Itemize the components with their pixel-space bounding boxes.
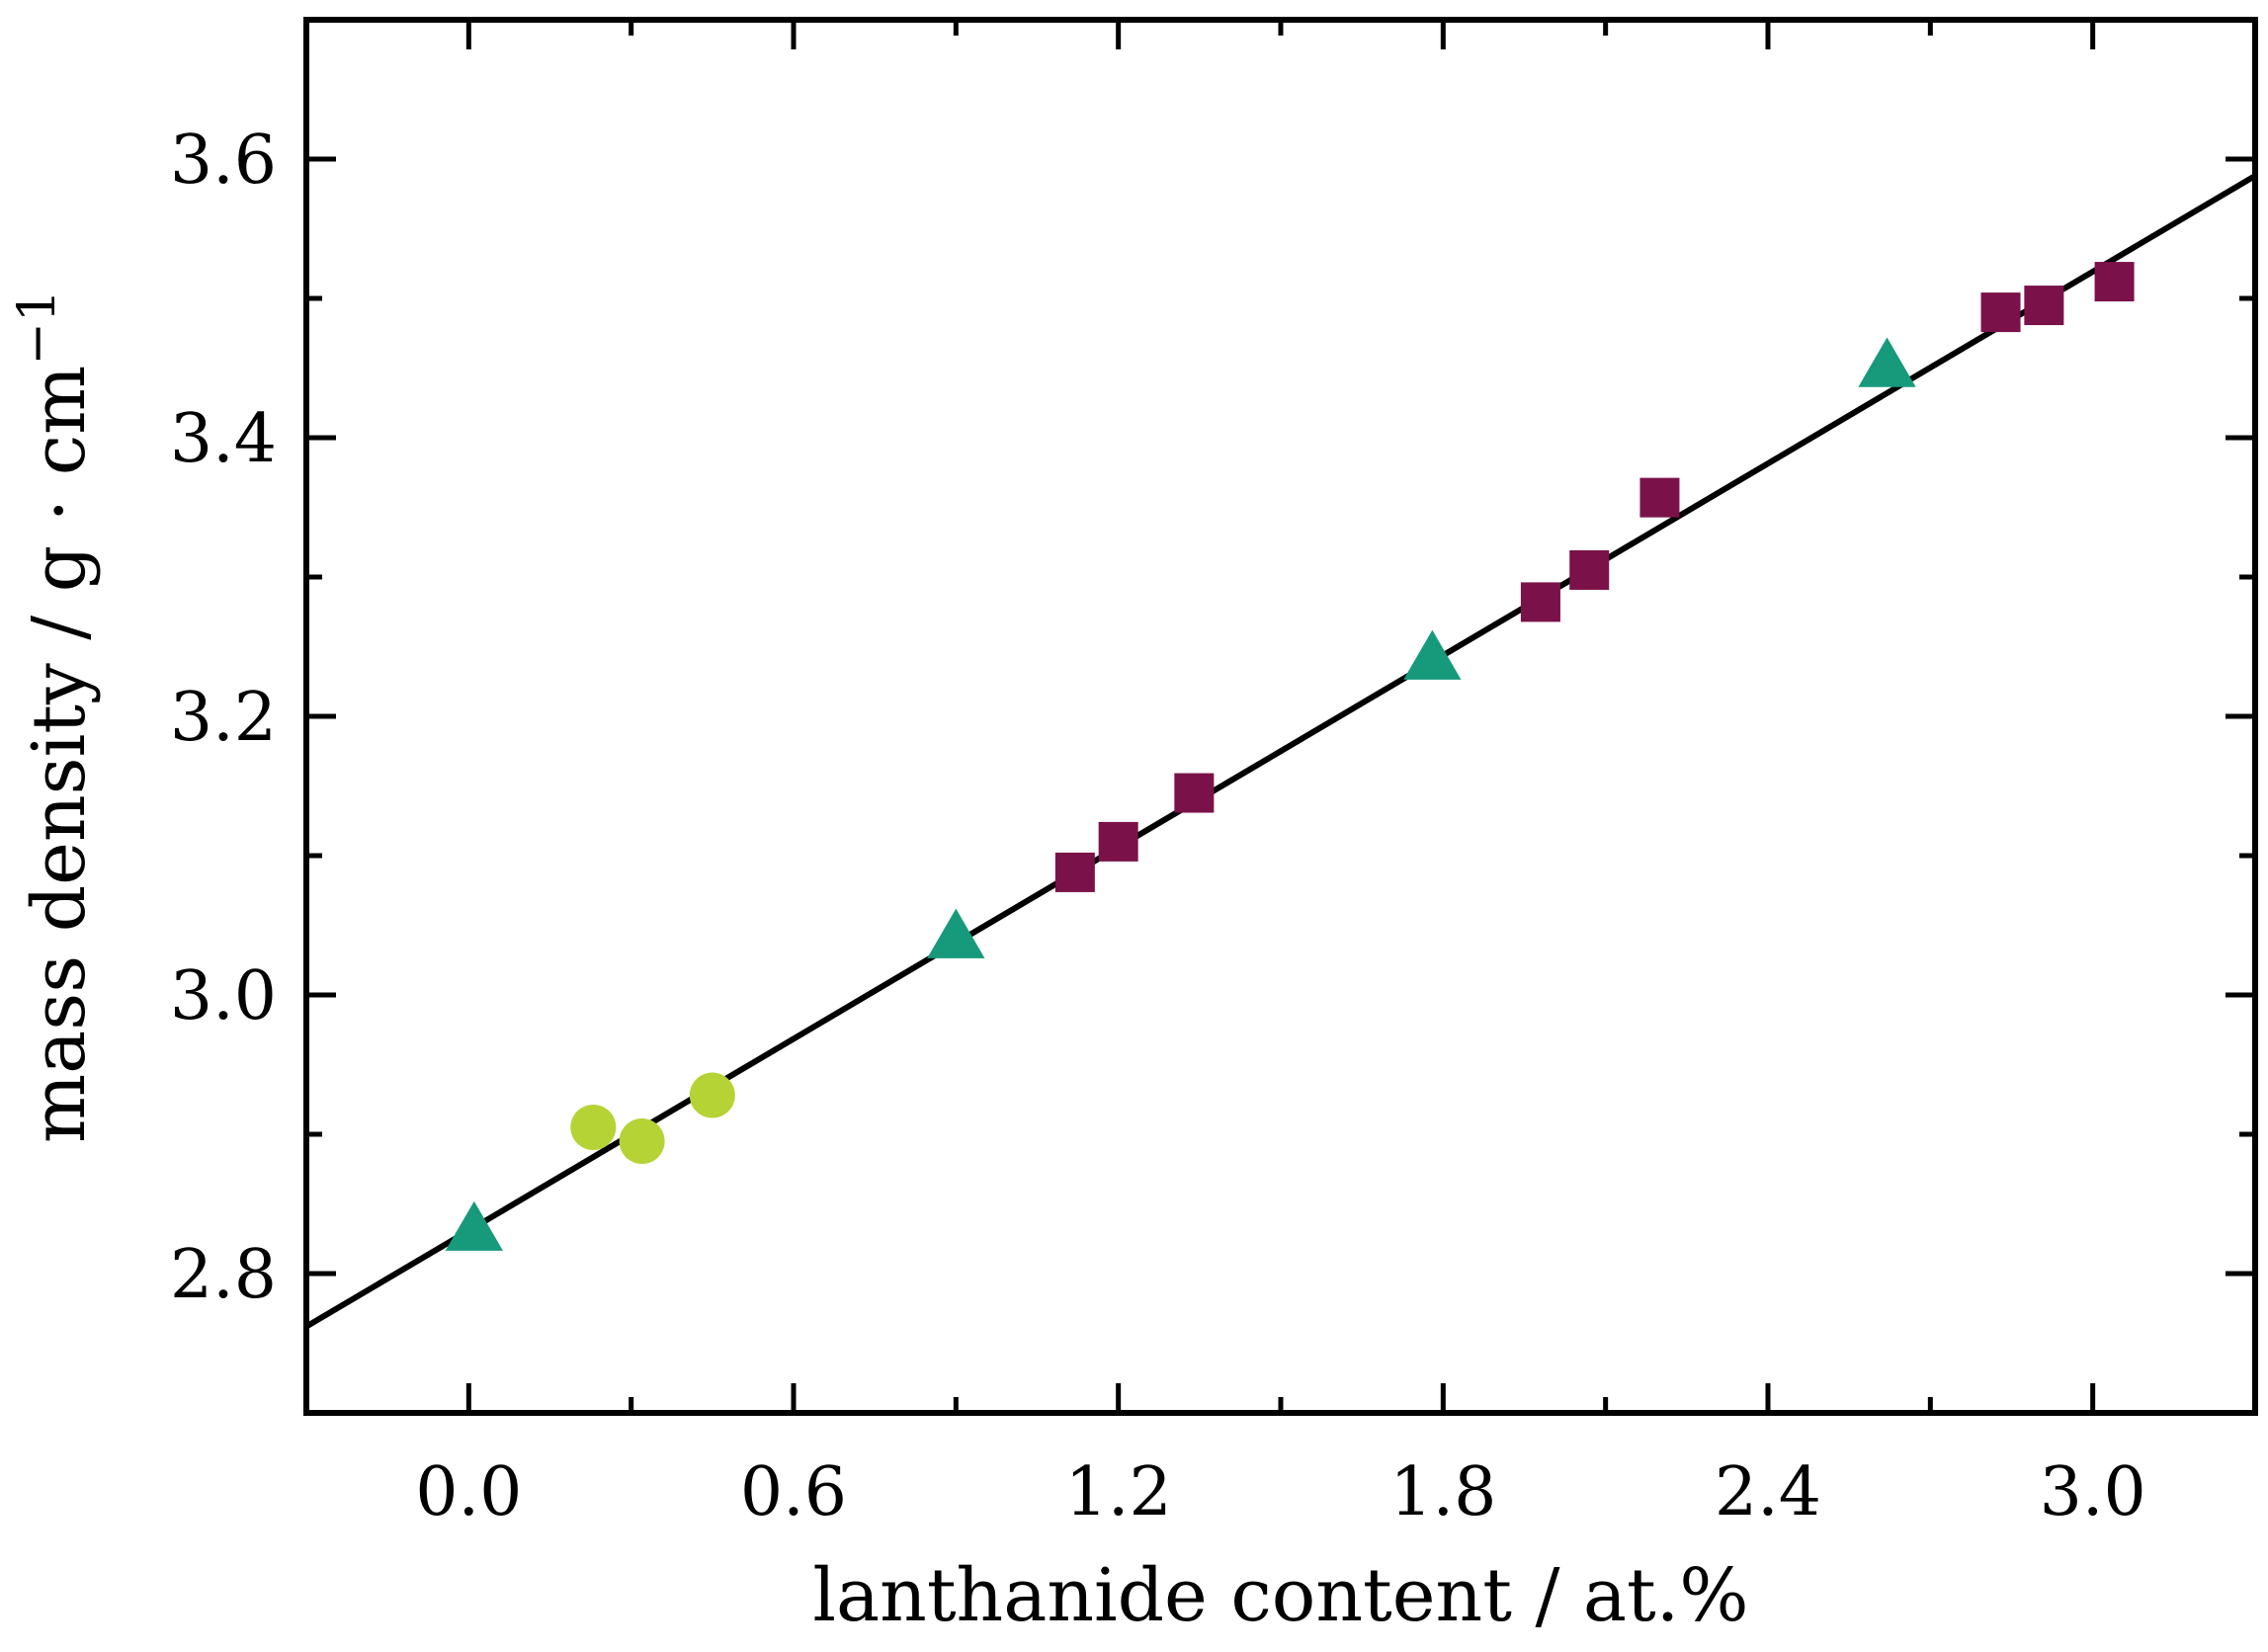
x-tick-label: 3.0: [2040, 1453, 2146, 1531]
square-marker: [1054, 852, 1095, 892]
y-tick-label: 3.4: [170, 400, 277, 478]
triangle-marker: [927, 908, 985, 958]
square-marker: [1980, 292, 2021, 333]
tick-labels-layer: 0.0 0.6 1.2 1.8 2.4 3.0 2.8 3.0 3.2 3.4 3.6: [170, 122, 2146, 1531]
data-points-layer: [445, 262, 2135, 1251]
y-axis-title-exponent: −1: [8, 289, 67, 366]
y-tick-label: 2.8: [170, 1236, 277, 1314]
square-marker: [2094, 262, 2135, 302]
y-tick-label: 3.2: [170, 679, 277, 757]
x-tick-label: 0.6: [740, 1453, 847, 1531]
x-tick-label: 0.0: [415, 1453, 522, 1531]
y-axis-title-main: mass density / g · cm: [17, 366, 102, 1143]
x-tick-label: 1.2: [1065, 1453, 1172, 1531]
x-axis-title: lanthanide content / at.%: [812, 1553, 1748, 1638]
circle-marker: [619, 1118, 665, 1165]
square-marker: [1639, 477, 1680, 518]
x-tick-label: 1.8: [1389, 1453, 1496, 1531]
square-marker: [1098, 821, 1138, 862]
circle-marker: [570, 1104, 617, 1150]
ticks-layer: [306, 20, 2255, 1413]
square-marker: [2024, 286, 2064, 326]
plot-frame: [303, 17, 2258, 1416]
triangle-marker: [445, 1200, 503, 1251]
circle-marker: [689, 1072, 735, 1118]
y-axis-title: mass density / g · cm−1: [8, 289, 102, 1143]
square-marker: [1569, 549, 1610, 590]
square-marker: [1520, 582, 1560, 622]
triangle-marker: [1403, 629, 1462, 680]
x-tick-label: 2.4: [1715, 1453, 1821, 1531]
y-tick-label: 3.0: [170, 957, 277, 1035]
y-tick-label: 3.6: [170, 122, 277, 200]
triangle-marker: [1858, 337, 1916, 387]
square-marker: [1174, 773, 1215, 813]
